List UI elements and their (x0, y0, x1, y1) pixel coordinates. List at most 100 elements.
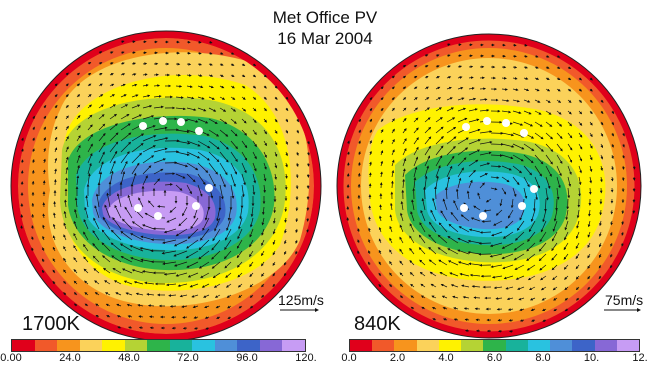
wind-vector (575, 264, 580, 270)
wind-vector (208, 96, 215, 100)
wind-vector (219, 74, 224, 77)
wind-vector (153, 168, 164, 175)
wind-vector (508, 318, 514, 322)
wind-vector (241, 129, 248, 136)
wind-vector (236, 261, 243, 268)
wind-vector (252, 96, 257, 100)
wind-vector (424, 76, 429, 79)
wind-vector (212, 272, 221, 279)
wind-vector (101, 242, 111, 252)
wind-vector (263, 184, 266, 193)
wind-vector (400, 201, 404, 211)
wind-vector (409, 272, 415, 277)
colorbar-tick-label: 10. (583, 352, 600, 364)
wind-vector (512, 165, 523, 174)
wind-vector (428, 259, 437, 266)
wind-vector (575, 286, 580, 291)
wind-vector (87, 133, 93, 142)
wind-vector (444, 187, 448, 200)
wind-vector (272, 261, 276, 266)
wind-vector (187, 272, 199, 278)
wind-vector (552, 286, 558, 291)
colorbar-swatch (259, 340, 283, 351)
wind-vector (600, 154, 604, 160)
wind-vector (186, 162, 199, 171)
wind-vector (389, 225, 393, 233)
wind-vector (402, 107, 407, 112)
wind-vector (399, 283, 404, 288)
wind-vector (200, 272, 210, 278)
wind-vector (446, 155, 455, 167)
wind-vector (430, 209, 437, 222)
wind-vector (32, 148, 35, 153)
wind-vector (545, 121, 553, 127)
wind-vector (274, 118, 278, 123)
wind-vector (295, 250, 298, 255)
wind-vector (197, 184, 203, 197)
wind-vector (76, 83, 81, 87)
wind-vector (250, 206, 254, 218)
wind-vector (435, 97, 442, 101)
wind-vector (272, 272, 276, 277)
wind-vector (588, 209, 591, 217)
wind-vector (142, 84, 149, 87)
wind-vector (274, 129, 278, 134)
wind-vector (512, 121, 524, 126)
wind-vector (153, 147, 168, 153)
wind-vector (512, 154, 524, 162)
wind-vector (252, 107, 257, 112)
wind-vector (501, 132, 515, 137)
wind-vector (208, 51, 213, 55)
wind-vector (76, 135, 81, 142)
wind-vector (142, 73, 148, 77)
wind-vector (211, 261, 221, 269)
wind-vector (502, 264, 514, 270)
wind-vector (471, 285, 481, 288)
wind-vector (261, 239, 265, 246)
wind-vector (600, 110, 604, 115)
wind-vector (479, 162, 491, 167)
wind-vector (421, 306, 426, 310)
wind-vector (578, 176, 582, 186)
wind-vector (534, 88, 540, 92)
wind-vector (389, 214, 393, 222)
wind-vector (420, 283, 426, 288)
wind-vector (263, 173, 267, 182)
wind-vector (295, 228, 299, 234)
wind-vector (272, 239, 276, 245)
wind-vector (598, 242, 602, 248)
wind-vector (63, 246, 67, 252)
wind-vector (540, 275, 547, 281)
wind-vector (380, 160, 384, 167)
wind-vector (76, 125, 81, 131)
wind-vector (126, 303, 133, 307)
wind-vector (98, 73, 103, 76)
wind-vector (526, 242, 536, 252)
colorbar-tick-label: 72.0 (177, 352, 199, 364)
wind-vector (523, 187, 528, 199)
wind-vector (54, 136, 58, 142)
wind-vector (534, 77, 540, 80)
wind-vector (193, 316, 199, 319)
wind-vector (211, 250, 221, 260)
wind-vector (501, 165, 512, 171)
wind-vector (163, 228, 177, 234)
wind-vector (153, 95, 162, 98)
wind-vector (230, 52, 235, 55)
wind-vector (545, 187, 549, 201)
wind-vector (551, 264, 558, 271)
wind-vector (534, 99, 541, 103)
wind-vector (512, 132, 525, 138)
wind-vector (457, 117, 468, 123)
wind-vector (123, 280, 133, 285)
wind-vector (446, 54, 451, 58)
wind-vector (186, 239, 199, 249)
wind-vector (162, 261, 177, 266)
wind-vector (186, 261, 199, 268)
wind-vector (98, 151, 105, 164)
wind-vector (249, 272, 254, 278)
wind-vector (109, 150, 118, 164)
wind-vector (621, 165, 625, 170)
wind-vector (413, 177, 417, 189)
